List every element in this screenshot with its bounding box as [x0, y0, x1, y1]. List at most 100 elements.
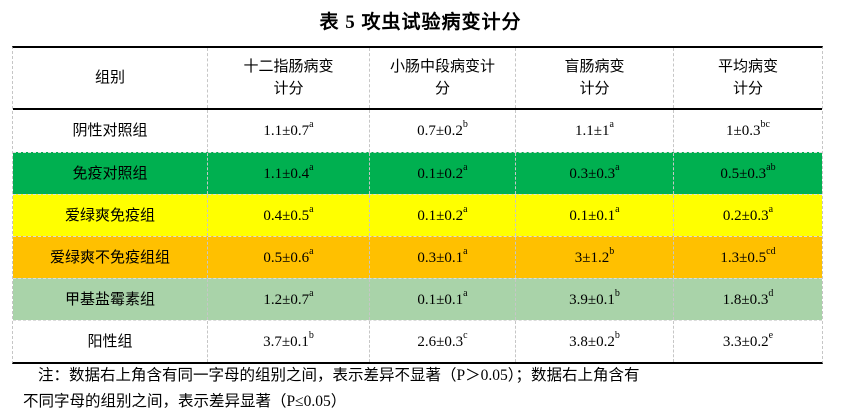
table-row-ailvshuang-nonimmune: 爱绿爽不免疫组组 0.5±0.6 a 0.3±0.1 a 3±1.2 b 1.3±0.…: [13, 236, 822, 278]
header-text: 组别: [94, 70, 125, 86]
group-cell: 甲基盐霉素组: [13, 279, 208, 320]
group-cell: 免疫对照组: [13, 153, 208, 194]
score-cell: 0.2±0.3 a: [674, 195, 822, 236]
score-cell: 3.8±0.2 b: [516, 321, 674, 362]
score-cell: 0.7±0.2 b: [370, 110, 516, 152]
header-text: 分: [434, 81, 450, 97]
header-text: 平均病变: [717, 59, 778, 75]
score-value: 1.3±0.5: [720, 249, 767, 266]
score-cell: 3.3±0.2 e: [674, 321, 822, 362]
score-cell: 0.5±0.3 ab: [674, 153, 822, 194]
significance-letter: d: [768, 287, 774, 299]
score-cell: 0.1±0.1 a: [516, 195, 674, 236]
significance-letter: a: [615, 161, 620, 173]
significance-letter: a: [768, 203, 774, 215]
header-cell-mid-intestine: 小肠中段病变计 分: [370, 48, 516, 108]
score-value: 1.1±1: [575, 123, 610, 139]
significance-letter: b: [614, 329, 620, 341]
table-header-row: 组别 十二指肠病变 计分 小肠中段病变计 分 盲肠病变 计分 平均病变 计分: [13, 48, 822, 110]
note-line-1: 注：数据右上角含有同一字母的组别之间，表示差异不显著（P＞0.05）；数据右上角…: [38, 367, 640, 384]
score-cell: 0.1±0.1 a: [370, 279, 516, 320]
score-value: 3.7±0.1: [263, 333, 309, 350]
table-row-methyl-salinomycin: 甲基盐霉素组 1.2±0.7 a 0.1±0.1 a 3.9±0.1 b 1.8±0.…: [13, 278, 822, 320]
significance-letter: b: [308, 329, 314, 341]
header-cell-duodenum: 十二指肠病变 计分: [208, 48, 370, 108]
lesion-score-table: 组别 十二指肠病变 计分 小肠中段病变计 分 盲肠病变 计分 平均病变 计分 阴…: [12, 46, 823, 364]
score-value: 0.3±0.1: [417, 249, 464, 266]
table-note: 注：数据右上角含有同一字母的组别之间，表示差异不显著（P＞0.05）；数据右上角…: [0, 363, 841, 409]
group-cell: 爱绿爽免疫组: [13, 195, 208, 236]
header-cell-cecum: 盲肠病变 计分: [516, 48, 674, 108]
significance-letter: a: [463, 245, 468, 257]
significance-letter: a: [309, 161, 314, 173]
score-cell: 3.9±0.1 b: [516, 279, 674, 320]
score-cell: 1.3±0.5 cd: [674, 237, 822, 278]
score-value: 0.4±0.5: [263, 207, 310, 224]
score-cell: 1±0.3 bc: [674, 110, 822, 152]
table-title: 表 5 攻虫试验病变计分: [319, 12, 522, 33]
significance-letter: b: [609, 245, 615, 257]
header-text: 计分: [273, 81, 304, 97]
score-value: 0.1±0.2: [417, 207, 464, 224]
significance-letter: a: [463, 287, 468, 299]
header-text: 计分: [732, 81, 763, 97]
significance-letter: a: [463, 161, 468, 173]
table-row-positive: 阳性组 3.7±0.1 b 2.6±0.3 c 3.8±0.2 b 3.3±0.2 e: [13, 320, 822, 362]
score-value: 3±1.2: [574, 249, 610, 266]
header-cell-average: 平均病变 计分: [674, 48, 822, 108]
score-cell: 1.8±0.3 d: [674, 279, 822, 320]
significance-letter: a: [615, 203, 620, 215]
score-cell: 0.1±0.2 a: [370, 153, 516, 194]
significance-letter: c: [463, 329, 468, 341]
score-value: 3.3±0.2: [722, 333, 769, 350]
score-value: 3.8±0.2: [569, 333, 615, 350]
score-value: 1.1±0.7: [263, 123, 310, 139]
significance-letter: a: [463, 203, 468, 215]
significance-letter: cd: [766, 245, 776, 257]
significance-letter: a: [309, 245, 314, 257]
group-cell: 阴性对照组: [13, 110, 208, 152]
header-cell-group: 组别: [13, 48, 208, 108]
note-line-2: 不同字母的组别之间，表示差异显著（P≤0.05）: [23, 393, 347, 409]
group-cell: 阳性组: [13, 321, 208, 362]
score-value: 2.6±0.3: [417, 333, 464, 350]
score-value: 0.5±0.6: [263, 249, 310, 266]
score-value: 3.9±0.1: [569, 291, 615, 308]
score-value: 0.1±0.1: [569, 207, 616, 224]
score-cell: 0.3±0.1 a: [370, 237, 516, 278]
significance-letter: ab: [766, 161, 776, 173]
score-cell: 0.3±0.3 a: [516, 153, 674, 194]
significance-letter: b: [462, 119, 468, 130]
score-value: 0.1±0.1: [417, 291, 464, 308]
significance-letter: a: [609, 119, 614, 130]
significance-letter: a: [309, 119, 314, 130]
table-row-ailvshuang-immune: 爱绿爽免疫组 0.4±0.5 a 0.1±0.2 a 0.1±0.1 a 0.2±0.…: [13, 194, 822, 236]
score-cell: 0.4±0.5 a: [208, 195, 370, 236]
header-text: 盲肠病变: [564, 59, 625, 75]
score-value: 0.1±0.2: [417, 165, 464, 182]
table-row-immune-control: 免疫对照组 1.1±0.4 a 0.1±0.2 a 0.3±0.3 a 0.5±0.3…: [13, 152, 822, 194]
header-text: 十二指肠病变: [243, 59, 334, 75]
score-cell: 1.1±0.7 a: [208, 110, 370, 152]
significance-letter: b: [614, 287, 620, 299]
significance-letter: bc: [760, 119, 770, 130]
score-cell: 3.7±0.1 b: [208, 321, 370, 362]
score-value: 1.8±0.3: [722, 291, 769, 308]
score-value: 1.1±0.4: [263, 165, 310, 182]
significance-letter: a: [309, 287, 314, 299]
score-cell: 0.5±0.6 a: [208, 237, 370, 278]
score-value: 0.7±0.2: [417, 123, 463, 139]
header-text: 计分: [579, 81, 610, 97]
score-value: 0.3±0.3: [569, 165, 616, 182]
score-cell: 1.1±0.4 a: [208, 153, 370, 194]
score-value: 0.2±0.3: [722, 207, 769, 224]
significance-letter: a: [309, 203, 314, 215]
score-cell: 3±1.2 b: [516, 237, 674, 278]
document-page: 表 5 攻虫试验病变计分 组别 十二指肠病变 计分 小肠中段病变计 分 盲肠病变…: [0, 7, 841, 409]
score-cell: 2.6±0.3 c: [370, 321, 516, 362]
score-cell: 1.2±0.7 a: [208, 279, 370, 320]
header-text: 小肠中段病变计: [389, 59, 495, 75]
score-value: 1±0.3: [726, 123, 761, 139]
score-cell: 0.1±0.2 a: [370, 195, 516, 236]
score-cell: 1.1±1 a: [516, 110, 674, 152]
